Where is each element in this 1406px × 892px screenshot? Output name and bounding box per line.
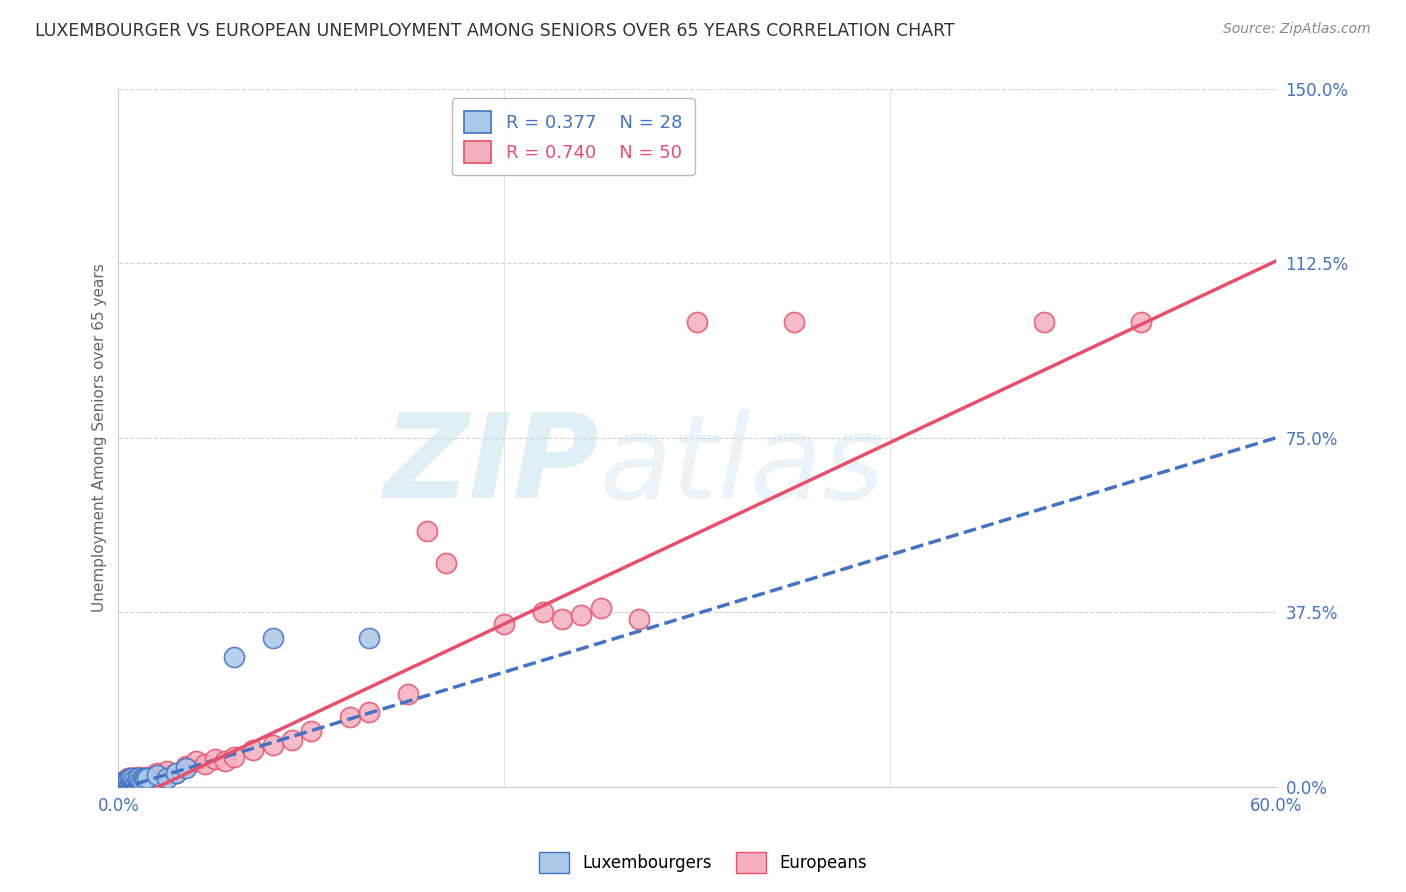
Point	[125, 774, 148, 789]
Point	[434, 557, 457, 571]
Point	[1033, 314, 1056, 328]
Point	[112, 775, 135, 789]
Point	[121, 772, 143, 787]
Point	[299, 724, 322, 739]
Point	[118, 774, 141, 789]
Point	[117, 772, 139, 787]
Point	[127, 770, 149, 784]
Point	[551, 612, 574, 626]
Point	[146, 765, 169, 780]
Point	[224, 649, 246, 664]
Point	[125, 776, 148, 790]
Point	[156, 771, 179, 785]
Point	[117, 775, 139, 789]
Point	[127, 772, 149, 786]
Point	[115, 776, 138, 790]
Point	[121, 774, 143, 789]
Point	[115, 774, 138, 789]
Point	[494, 617, 516, 632]
Point	[112, 776, 135, 790]
Point	[110, 777, 132, 791]
Point	[142, 772, 165, 786]
Point	[115, 772, 138, 787]
Point	[115, 776, 138, 790]
Point	[156, 768, 179, 782]
Point	[146, 768, 169, 782]
Point	[396, 687, 419, 701]
Y-axis label: Unemployment Among Seniors over 65 years: Unemployment Among Seniors over 65 years	[93, 263, 107, 612]
Point	[122, 775, 145, 789]
Point	[262, 631, 284, 645]
Point	[128, 772, 150, 787]
Point	[174, 759, 197, 773]
Point	[111, 776, 134, 790]
Legend: Luxembourgers, Europeans: Luxembourgers, Europeans	[531, 846, 875, 880]
Point	[589, 600, 612, 615]
Point	[122, 772, 145, 787]
Point	[204, 752, 226, 766]
Text: Source: ZipAtlas.com: Source: ZipAtlas.com	[1223, 22, 1371, 37]
Point	[214, 754, 236, 768]
Point	[224, 749, 246, 764]
Point	[134, 772, 156, 787]
Point	[118, 772, 141, 786]
Point	[121, 771, 143, 785]
Point	[1129, 314, 1152, 328]
Text: atlas: atlas	[599, 409, 884, 523]
Point	[131, 772, 153, 786]
Point	[122, 775, 145, 789]
Point	[165, 765, 187, 780]
Point	[131, 774, 153, 789]
Point	[571, 607, 593, 622]
Point	[359, 706, 381, 720]
Text: ZIP: ZIP	[382, 409, 599, 524]
Legend: R = 0.377    N = 28, R = 0.740    N = 50: R = 0.377 N = 28, R = 0.740 N = 50	[451, 98, 695, 176]
Point	[132, 771, 155, 785]
Point	[339, 710, 361, 724]
Point	[165, 765, 187, 780]
Point	[628, 612, 651, 626]
Point	[782, 314, 804, 328]
Point	[127, 772, 149, 787]
Point	[262, 738, 284, 752]
Point	[194, 756, 217, 771]
Text: LUXEMBOURGER VS EUROPEAN UNEMPLOYMENT AMONG SENIORS OVER 65 YEARS CORRELATION CH: LUXEMBOURGER VS EUROPEAN UNEMPLOYMENT AM…	[35, 22, 955, 40]
Point	[112, 776, 135, 790]
Point	[136, 772, 159, 786]
Point	[136, 770, 159, 784]
Point	[136, 772, 159, 787]
Point	[112, 774, 135, 789]
Point	[156, 764, 179, 778]
Point	[117, 772, 139, 786]
Point	[359, 631, 381, 645]
Point	[122, 772, 145, 786]
Point	[117, 776, 139, 790]
Point	[281, 733, 304, 747]
Point	[686, 314, 709, 328]
Point	[146, 771, 169, 785]
Point	[184, 754, 207, 768]
Point	[111, 777, 134, 791]
Point	[416, 524, 439, 538]
Point	[242, 742, 264, 756]
Point	[174, 761, 197, 775]
Point	[531, 605, 554, 619]
Point	[118, 771, 141, 785]
Point	[118, 775, 141, 789]
Point	[127, 774, 149, 789]
